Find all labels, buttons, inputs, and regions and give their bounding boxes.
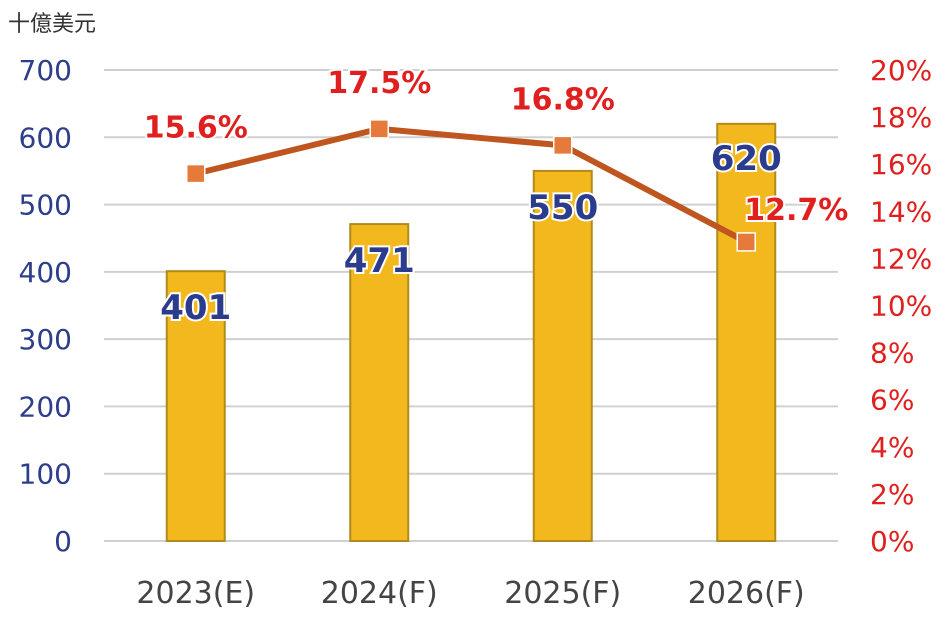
line-marker bbox=[553, 135, 573, 156]
y-right-tick-label: 6% bbox=[870, 384, 914, 417]
bar-data-label: 471 bbox=[344, 241, 415, 281]
y-right-tick-label: 0% bbox=[870, 525, 914, 558]
bar-data-label: 401 bbox=[160, 288, 231, 328]
x-tick-label: 2026(F) bbox=[688, 576, 805, 611]
x-tick-label: 2025(F) bbox=[504, 576, 621, 611]
y-right-tick-label: 14% bbox=[870, 195, 932, 228]
y-right-tick-label: 20% bbox=[870, 54, 932, 87]
unit-label: 十億美元 bbox=[8, 12, 97, 37]
y-right-tick-label: 16% bbox=[870, 148, 932, 181]
y-right-tick-label: 10% bbox=[870, 290, 932, 323]
line-marker bbox=[369, 119, 389, 139]
bar bbox=[349, 223, 410, 542]
y-left-tick-label: 700 bbox=[19, 54, 72, 87]
x-tick-label: 2023(E) bbox=[136, 576, 255, 611]
pct-data-label: 17.5% bbox=[327, 66, 431, 101]
bar bbox=[532, 169, 593, 543]
line-marker bbox=[736, 232, 756, 252]
y-left-tick-label: 600 bbox=[19, 121, 72, 154]
x-tick-label: 2024(F) bbox=[321, 576, 438, 611]
y-left-tick-label: 200 bbox=[19, 390, 72, 423]
line-marker bbox=[186, 163, 206, 184]
y-right-tick-label: 8% bbox=[870, 337, 914, 370]
bar bbox=[716, 122, 777, 542]
pct-data-label: 15.6% bbox=[144, 111, 248, 146]
y-left-tick-label: 0 bbox=[54, 525, 72, 558]
y-left-tick-label: 400 bbox=[19, 256, 72, 289]
y-left-tick-label: 300 bbox=[19, 323, 72, 356]
y-right-tick-label: 2% bbox=[870, 478, 914, 511]
y-left-tick-label: 100 bbox=[19, 458, 72, 491]
y-left-tick-label: 500 bbox=[19, 189, 72, 222]
y-right-tick-label: 12% bbox=[870, 242, 932, 275]
growth-line bbox=[195, 125, 748, 245]
y-right-tick-label: 18% bbox=[870, 101, 932, 134]
pct-data-label: 12.7% bbox=[744, 193, 848, 228]
pct-data-label: 16.8% bbox=[511, 82, 615, 117]
y-right-tick-label: 4% bbox=[870, 431, 914, 464]
bar-data-label: 550 bbox=[527, 188, 598, 228]
bar-data-label: 620 bbox=[711, 139, 782, 179]
bar bbox=[165, 270, 226, 542]
